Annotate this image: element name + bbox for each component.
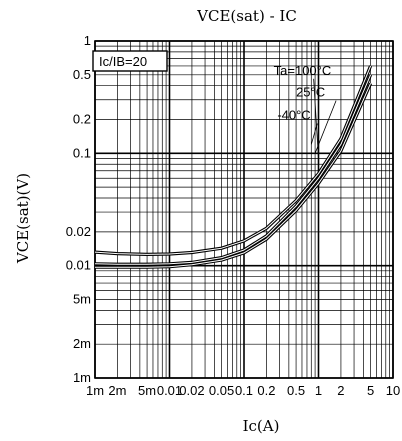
legend-box: [92, 50, 168, 72]
x-tick-label: 0.5: [287, 383, 305, 398]
y-axis-title: VCE(sat)(V): [14, 173, 32, 264]
y-tick-label: 0.01: [66, 258, 91, 273]
legend-text: Ic/IB=20: [99, 54, 147, 69]
x-tick-label: 0.02: [179, 383, 204, 398]
x-tick-label: 0.05: [209, 383, 234, 398]
y-tick-label: 1m: [73, 370, 91, 385]
annotation-label: Ta=100°C: [274, 63, 332, 78]
series-lines: [94, 65, 373, 269]
y-tick-label: 0.1: [73, 145, 91, 160]
y-tick-labels: 1 0.5 0.2 0.1 0.02 0.01 5m 2m 1m: [66, 33, 91, 385]
annotation-leader: [313, 78, 319, 159]
x-tick-label: 0.2: [257, 383, 275, 398]
annotation-label: 25°C: [296, 85, 325, 100]
major-grid: [94, 40, 394, 379]
y-tick-label: 0.5: [73, 67, 91, 82]
x-tick-label: 0.01: [157, 383, 182, 398]
x-axis-title: Ic(A): [243, 417, 280, 435]
annotations: Ta=100°C 25°C -40°C: [274, 63, 337, 159]
x-tick-label: 5m: [138, 383, 156, 398]
x-tick-label: 2: [337, 383, 344, 398]
y-tick-label: 1: [84, 33, 91, 48]
x-tick-label: 1m: [86, 383, 104, 398]
series-line-inner-1: [95, 83, 372, 268]
y-tick-label: 5m: [73, 291, 91, 306]
x-tick-label: 10: [386, 383, 400, 398]
y-tick-label: 0.2: [73, 112, 91, 127]
x-tick-label: 1: [315, 383, 322, 398]
x-tick-label: 0.1: [235, 383, 253, 398]
x-tick-labels: 1m 2m 5m 0.010.02 0.05 0.1 0.2 0.5 1 2 5 10: [86, 383, 400, 398]
x-tick-label: 2m: [108, 383, 126, 398]
y-tick-label: 2m: [73, 336, 91, 351]
annotation-leader: [314, 100, 337, 154]
y-tick-label: 0.02: [66, 224, 91, 239]
annotation-leader: [310, 123, 318, 145]
x-tick-label: 5: [367, 383, 374, 398]
annotation-label: -40°C: [277, 108, 310, 123]
chart-title: VCE(sat) - IC: [196, 7, 297, 25]
series-line-inner-2: [94, 65, 372, 255]
series-line-inner-0: [94, 74, 372, 265]
